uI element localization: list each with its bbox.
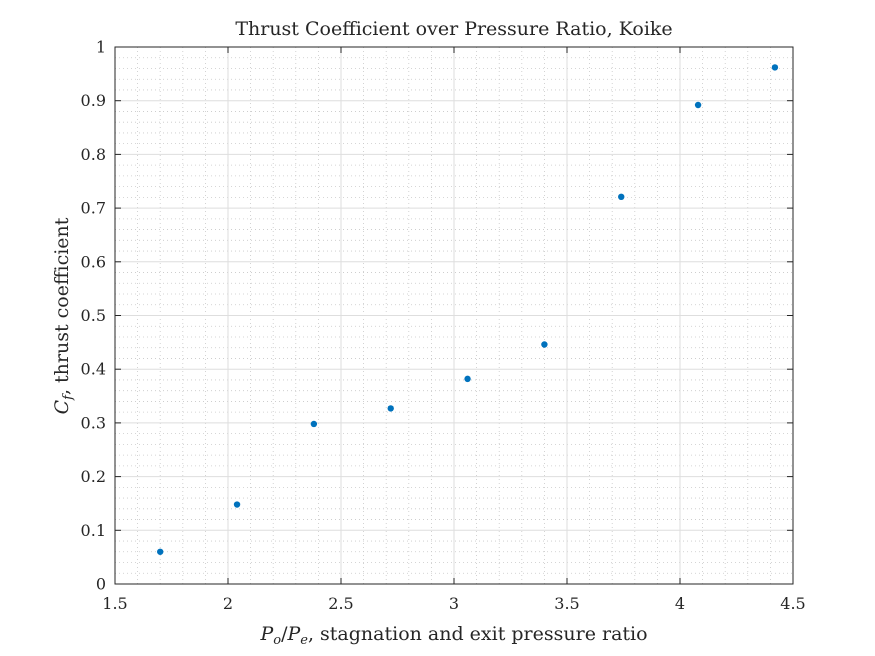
data-point — [694, 101, 702, 109]
data-point — [771, 64, 779, 71]
x-axis-label: Po/Pe, stagnation and exit pressure rati… — [259, 623, 647, 648]
y-tick-label: 0.1 — [81, 521, 106, 540]
y-tick-label: 0.3 — [81, 413, 106, 432]
x-tick-label: 2 — [223, 594, 233, 613]
y-tick-label: 0.4 — [81, 360, 106, 379]
y-tick-label: 0.8 — [81, 145, 106, 164]
y-tick-label: 0.5 — [81, 306, 106, 325]
major-grid — [114, 46, 794, 585]
x-tick-label: 3.5 — [554, 594, 579, 613]
data-point — [387, 405, 394, 412]
y-tick-label: 0.6 — [81, 252, 106, 271]
data-point — [157, 548, 164, 555]
data-point — [233, 501, 241, 508]
data-point — [464, 375, 471, 383]
y-tick-label: 0 — [96, 575, 106, 594]
x-tick-label: 2.5 — [328, 594, 353, 613]
data-point — [618, 193, 625, 201]
data-point — [310, 420, 318, 428]
y-tick-label: 0.9 — [81, 91, 106, 110]
axis-ticks: 1.5 2 2.5 3 3.5 4 4.5 0 0.1 0.2 0.3 0.4 0.5 0.6 0.7 0.8… — [81, 38, 806, 614]
chart-title: Thrust Coefficient over Pressure Ratio, … — [235, 18, 672, 40]
x-tick-label: 3 — [449, 594, 459, 613]
x-tick-label: 1.5 — [102, 594, 127, 613]
x-tick-label: 4.5 — [780, 594, 805, 613]
y-tick-label: 0.2 — [81, 467, 106, 486]
data-points — [157, 64, 779, 555]
y-axis-label: Cf, thrust coefficient — [51, 217, 76, 414]
y-tick-label: 0.7 — [81, 199, 106, 218]
y-tick-label: 1 — [96, 38, 106, 57]
data-point — [541, 341, 548, 348]
x-tick-label: 4 — [675, 594, 685, 613]
